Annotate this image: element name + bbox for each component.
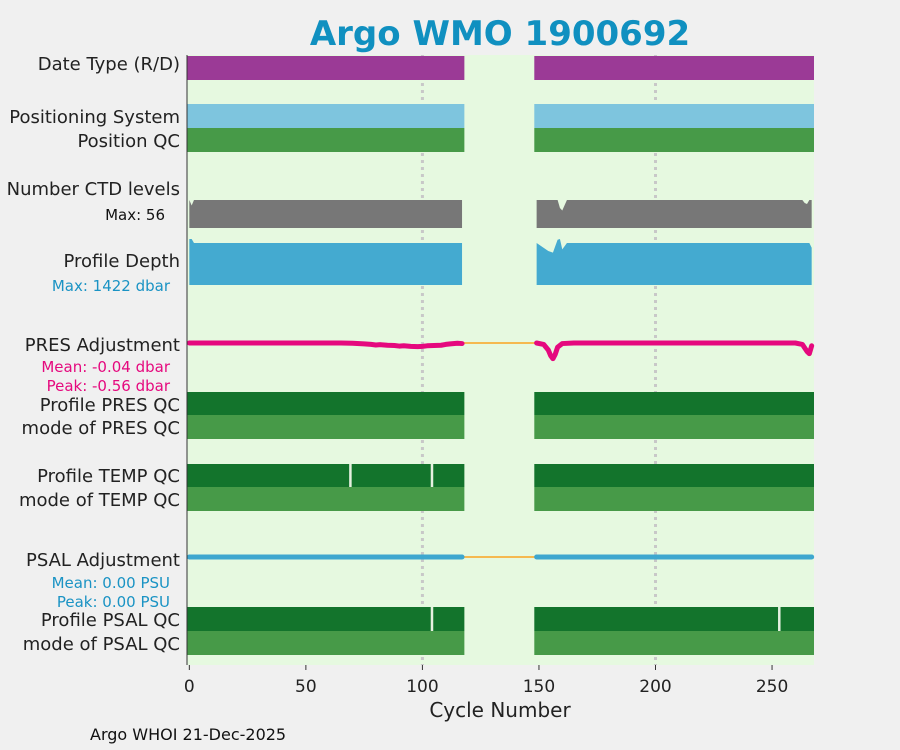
positioning-system-band-2	[534, 104, 814, 128]
date-type-band-1	[187, 56, 465, 80]
plot-background	[187, 55, 814, 665]
mode-psal-qc-band-2	[534, 631, 814, 655]
pres-adjustment-series-line-1	[186, 340, 465, 350]
mode-psal-qc-band-1	[187, 631, 465, 655]
position-qc-band-2	[534, 128, 814, 152]
mode-pres-qc-band-1	[187, 415, 465, 439]
ctd-levels-max-stat: Max: 56	[105, 206, 165, 224]
profile-depth-max-stat: Max: 1422 dbar	[52, 277, 171, 295]
row-label-ctd-levels: Number CTD levels	[7, 179, 180, 200]
mode-temp-qc-band-2	[534, 487, 814, 511]
pres-adjustment-mean-stat: Mean: -0.04 dbar	[41, 358, 171, 376]
row-label-psal-adjustment: PSAL Adjustment	[26, 550, 180, 571]
row-label-date-type: Date Type (R/D)	[38, 54, 180, 75]
row-label-mode-psal-qc: mode of PSAL QC	[23, 634, 180, 655]
profile-depth-area	[189, 239, 812, 285]
row-label-profile-depth: Profile Depth	[63, 251, 180, 272]
pres-adjustment-series-line-2	[534, 340, 815, 362]
x-tick-label-200: 200	[639, 677, 671, 697]
profile-temp-qc-mark-2	[430, 464, 434, 487]
row-label-profile-psal-qc: Profile PSAL QC	[41, 610, 180, 631]
row-label-position-qc: Position QC	[77, 131, 180, 152]
row-label-pres-adjustment: PRES Adjustment	[25, 335, 180, 356]
chart-title: Argo WMO 1900692	[310, 14, 690, 54]
position-qc-band-1	[187, 128, 465, 152]
pres-adjustment-peak-stat: Peak: -0.56 dbar	[47, 377, 171, 395]
profile-pres-qc-band-2	[534, 392, 814, 415]
profile-pres-qc-band-1	[187, 392, 465, 415]
profile-temp-qc-band-1	[187, 464, 465, 487]
row-label-mode-temp-qc: mode of TEMP QC	[19, 490, 180, 511]
x-axis-label: Cycle Number	[429, 698, 571, 722]
mode-temp-qc-band-1	[187, 487, 465, 511]
x-tick-label-100: 100	[406, 677, 438, 697]
row-label-mode-pres-qc: mode of PRES QC	[22, 418, 180, 439]
profile-temp-qc-band-2	[534, 464, 814, 487]
mode-pres-qc-band-2	[534, 415, 814, 439]
ctd-levels-area	[189, 200, 812, 228]
profile-psal-qc-band-2	[534, 607, 814, 631]
x-tick-label-50: 50	[295, 677, 317, 697]
footer-credit: Argo WHOI 21-Dec-2025	[90, 725, 287, 744]
row-label-profile-pres-qc: Profile PRES QC	[40, 395, 180, 416]
profile-temp-qc-mark-1	[349, 464, 352, 487]
x-tick-label-250: 250	[756, 677, 788, 697]
profile-psal-qc-mark-1	[430, 607, 434, 631]
positioning-system-band-1	[187, 104, 465, 128]
row-label-profile-temp-qc: Profile TEMP QC	[37, 466, 180, 487]
x-tick-label-0: 0	[184, 677, 195, 697]
psal-adjustment-peak-stat: Peak: 0.00 PSU	[57, 593, 170, 611]
psal-adjustment-mean-stat: Mean: 0.00 PSU	[52, 574, 170, 592]
row-label-positioning-system: Positioning System	[9, 107, 180, 128]
profile-psal-qc-mark-2	[778, 607, 781, 631]
profile-psal-qc-band-1	[187, 607, 465, 631]
x-tick-label-150: 150	[523, 677, 555, 697]
date-type-band-2	[534, 56, 814, 80]
